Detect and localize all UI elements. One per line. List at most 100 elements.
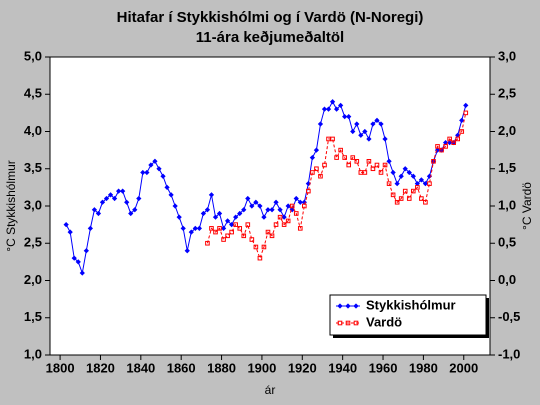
point — [321, 106, 328, 112]
point — [459, 129, 465, 134]
x-tick-label: 2000 — [449, 360, 478, 375]
point — [406, 196, 412, 201]
y-tick-label: 2,0 — [24, 272, 42, 287]
point — [253, 199, 259, 205]
point — [261, 214, 267, 220]
legend-marker — [345, 320, 351, 326]
y-tick-label: 3,5 — [24, 160, 42, 175]
point — [310, 170, 315, 175]
y2-tick-label: 1,0 — [498, 197, 516, 212]
y2-axis-label: °C Vardö — [520, 182, 534, 230]
point — [87, 225, 93, 231]
point — [362, 128, 368, 135]
y2-tick-label: -0,5 — [498, 309, 520, 324]
point — [237, 210, 243, 217]
point — [354, 121, 360, 127]
point — [350, 155, 356, 160]
point — [342, 113, 348, 120]
point — [124, 199, 130, 205]
y2-tick-label: 0,5 — [498, 235, 516, 250]
legend-marker — [337, 303, 343, 309]
y2-tick-label: 3,0 — [498, 48, 516, 63]
y-tick-label: 5,0 — [24, 48, 42, 63]
x-tick-label: 1980 — [409, 360, 438, 375]
point — [265, 229, 271, 235]
y-tick-label: 1,0 — [24, 346, 42, 361]
point — [325, 106, 332, 112]
point — [241, 233, 247, 239]
point — [180, 225, 186, 231]
point — [411, 188, 416, 194]
point — [281, 214, 287, 220]
point — [329, 99, 336, 105]
point — [394, 181, 400, 187]
point — [366, 159, 372, 164]
point — [253, 244, 259, 250]
y2-tick-label: 2,0 — [498, 123, 516, 138]
point — [289, 203, 295, 209]
point — [212, 214, 219, 220]
point — [447, 136, 452, 142]
point — [224, 218, 231, 224]
x-tick-label: 1940 — [328, 360, 357, 375]
y2-tick-label: -1,0 — [498, 346, 520, 361]
point — [79, 270, 85, 276]
point — [172, 203, 178, 209]
point — [75, 259, 81, 265]
point — [435, 144, 440, 149]
point — [333, 106, 340, 112]
point — [394, 199, 400, 205]
point — [314, 166, 319, 172]
point — [99, 199, 106, 205]
x-tick-label: 1860 — [167, 360, 196, 375]
point — [338, 147, 343, 153]
point — [208, 192, 215, 198]
point — [338, 102, 344, 109]
point — [422, 181, 429, 187]
point — [366, 136, 372, 142]
point — [216, 210, 223, 217]
point — [386, 158, 392, 164]
y-tick-label: 4,0 — [24, 123, 42, 138]
point — [402, 188, 408, 194]
point — [342, 155, 347, 160]
point — [237, 226, 243, 231]
point — [406, 169, 412, 176]
point — [358, 132, 364, 138]
legend-marker — [353, 303, 359, 309]
point — [297, 226, 303, 231]
point — [374, 117, 380, 123]
point — [225, 233, 230, 239]
point — [419, 196, 424, 201]
point — [285, 203, 291, 209]
legend-marker — [337, 320, 343, 326]
point — [415, 185, 420, 190]
point — [261, 244, 267, 250]
point — [443, 144, 448, 149]
x-tick-label: 1820 — [86, 360, 115, 375]
point — [269, 233, 275, 239]
point — [423, 199, 428, 205]
point — [257, 255, 263, 261]
point — [463, 102, 469, 109]
legend-marker — [345, 303, 351, 309]
point — [229, 222, 235, 228]
point — [196, 225, 202, 231]
point — [346, 162, 352, 168]
point — [455, 136, 461, 142]
point — [188, 229, 194, 235]
point — [140, 169, 146, 176]
point — [221, 237, 226, 242]
y-tick-label: 2,5 — [24, 235, 42, 250]
point — [285, 218, 291, 224]
point — [390, 169, 396, 176]
point — [103, 195, 110, 202]
point — [459, 117, 465, 123]
point — [128, 210, 134, 217]
point — [451, 140, 456, 145]
point — [257, 203, 263, 209]
point — [209, 226, 214, 231]
point — [322, 162, 327, 168]
point — [293, 195, 299, 202]
point — [410, 173, 416, 179]
